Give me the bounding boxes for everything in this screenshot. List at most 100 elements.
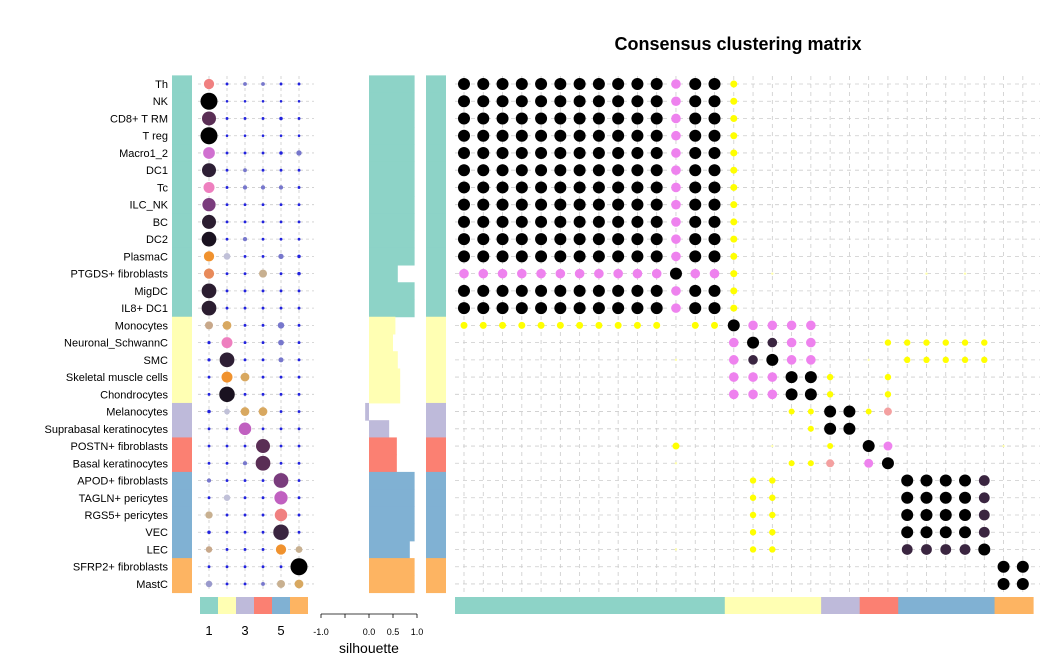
left-bar-cell (172, 558, 192, 576)
consensus-cell (458, 164, 470, 177)
consensus-cell (554, 284, 567, 297)
mid-bar-cell (426, 489, 446, 507)
consensus-cell (671, 96, 681, 107)
membership-dot (261, 323, 265, 327)
consensus-cell (771, 272, 774, 275)
consensus-cell (631, 129, 644, 142)
consensus-cell (689, 129, 702, 142)
consensus-cell (730, 304, 738, 312)
consensus-cell (708, 129, 721, 142)
row-label: MastC (136, 579, 168, 591)
membership-dot (297, 99, 301, 103)
membership-dot (297, 82, 301, 86)
consensus-cell (650, 95, 663, 108)
consensus-cell (689, 284, 702, 297)
membership-dot (243, 565, 247, 569)
consensus-cell (978, 526, 990, 538)
consensus-cell (612, 146, 625, 159)
membership-dot (225, 82, 229, 86)
consensus-cell (708, 284, 721, 297)
consensus-cell (573, 233, 586, 246)
consensus-cell (769, 529, 776, 536)
consensus-cell (942, 356, 949, 364)
consensus-cell (978, 475, 990, 486)
consensus-cell (576, 321, 584, 329)
left-bar-cell (172, 75, 192, 94)
membership-dot (279, 272, 283, 276)
silhouette-bar (369, 196, 415, 214)
left-bar-cell (172, 178, 192, 197)
membership-dot (297, 134, 301, 138)
membership-dot (221, 337, 233, 349)
membership-dot (297, 427, 301, 431)
row-label: CD8+ T RM (110, 113, 168, 125)
consensus-cell (689, 95, 702, 108)
consensus-cell (671, 286, 681, 296)
consensus-cell (458, 181, 470, 194)
membership-dot (297, 271, 301, 276)
consensus-cell (708, 112, 721, 125)
consensus-cell (536, 268, 546, 279)
silhouette-bar (369, 127, 415, 145)
consensus-cell (769, 546, 776, 553)
consensus-cell (708, 164, 721, 177)
membership-dot (243, 341, 247, 345)
consensus-cell (748, 320, 758, 331)
consensus-cell (515, 112, 528, 125)
row-label: SMC (144, 355, 169, 367)
consensus-cell (477, 112, 490, 125)
consensus-cell (942, 339, 949, 346)
membership-dot (207, 496, 211, 500)
consensus-cell (592, 95, 605, 108)
consensus-color-segment (821, 597, 861, 614)
membership-dot (297, 306, 301, 310)
consensus-cell (997, 577, 1010, 590)
row-label: Neuronal_SchwannC (64, 338, 168, 350)
consensus-cell (747, 336, 760, 349)
consensus-cell (612, 181, 625, 194)
consensus-cell (592, 146, 605, 159)
mid-bar-cell (426, 506, 446, 525)
consensus-cell (689, 215, 702, 228)
membership-dot (297, 341, 301, 345)
consensus-cell (631, 250, 644, 263)
membership-dot (297, 185, 301, 189)
consensus-cell (632, 268, 643, 279)
consensus-cell (458, 78, 470, 90)
row-label: IL8+ DC1 (121, 303, 168, 315)
mid-bar-cell (426, 109, 446, 128)
membership-dot (279, 99, 283, 103)
consensus-cell (650, 302, 663, 315)
silhouette-bar (369, 282, 415, 300)
membership-dot (200, 127, 218, 145)
consensus-cell (595, 321, 603, 329)
consensus-cell (573, 95, 586, 108)
membership-dot (261, 306, 265, 310)
consensus-color-segment (898, 597, 996, 614)
membership-dot (243, 272, 247, 276)
membership-dot (297, 392, 301, 396)
membership-dot (297, 203, 301, 207)
membership-dot (279, 427, 283, 431)
consensus-cell (592, 129, 605, 142)
mid-bar-cell (426, 265, 446, 283)
membership-dot (279, 565, 283, 569)
mid-bar-cell (426, 75, 446, 94)
row-label: PlasmaC (123, 251, 168, 263)
consensus-cell (554, 146, 567, 159)
consensus-cell (515, 129, 528, 142)
membership-dot (297, 410, 301, 414)
silhouette-bar (369, 299, 415, 318)
consensus-cell (978, 543, 991, 556)
consensus-cell (535, 302, 548, 315)
membership-dot (261, 168, 265, 172)
consensus-cell (612, 302, 625, 315)
left-bar-cell (172, 333, 192, 352)
membership-dot (261, 134, 265, 138)
consensus-cell (631, 215, 644, 228)
membership-dot (297, 530, 301, 534)
row-label: Basal keratinocytes (73, 458, 169, 470)
consensus-cell (592, 198, 605, 211)
consensus-cell (478, 268, 489, 279)
membership-dot (205, 546, 213, 553)
